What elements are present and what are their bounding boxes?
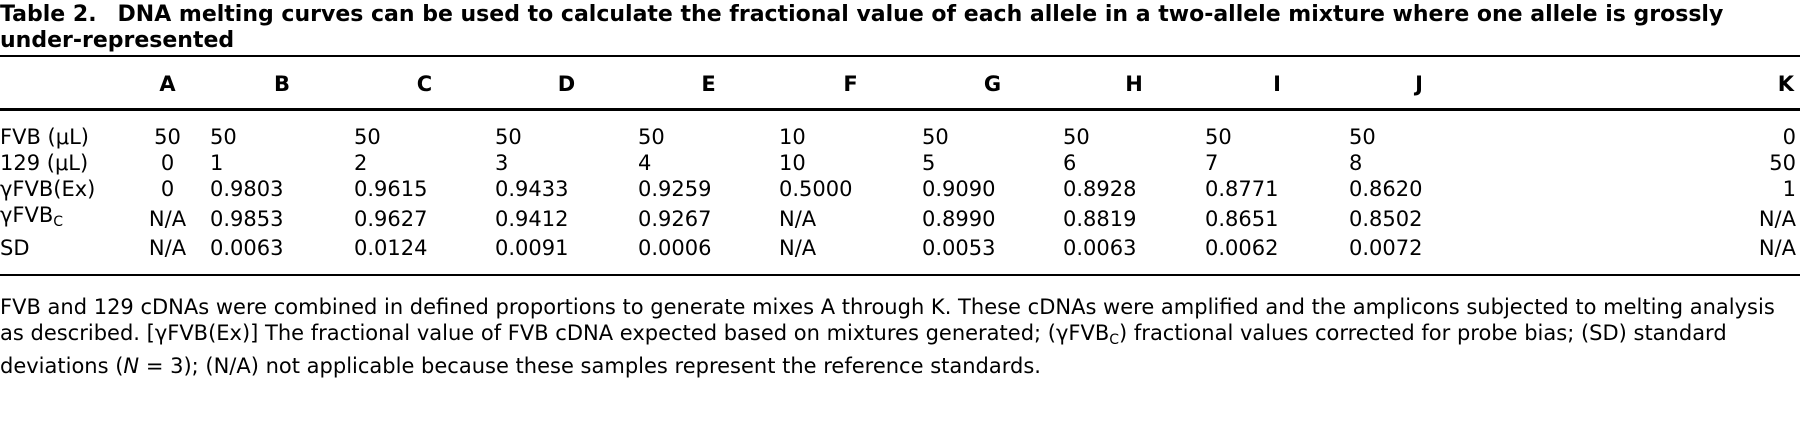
table-cell: 50 [354, 125, 381, 149]
table-cell: 4 [638, 151, 652, 175]
table-cell: 0 [1782, 125, 1796, 149]
table-cell: 0.0062 [1205, 236, 1279, 260]
table-row: FVB (μL) 50 50 50 50 50 10 50 50 50 50 0 [0, 107, 1796, 150]
table-cell: 50 [1769, 151, 1796, 175]
table-cell: 0 [160, 177, 175, 201]
table-cell: 0.8620 [1349, 177, 1423, 201]
row-label-text: FVB (μL) [0, 125, 89, 149]
table-cell: 0.0091 [495, 236, 569, 260]
row-label: FVB (μL) [0, 107, 125, 150]
row-label-text: γFVB(Ex) [0, 177, 96, 201]
table-cell: 0.0063 [1063, 236, 1137, 260]
column-header: C [416, 72, 433, 96]
row-label-text: 129 (μL) [0, 151, 89, 175]
column-header: A [159, 72, 176, 96]
table-cell: 0.0053 [922, 236, 996, 260]
table-cell: 50 [922, 125, 949, 149]
table-cell: 1 [210, 151, 224, 175]
footnote-text: FVB and 129 cDNAs were combined in defin… [0, 295, 1775, 345]
table-cell: 0.9803 [210, 177, 284, 201]
table-label: Table 2. [0, 2, 97, 27]
table-cell: 50 [210, 125, 237, 149]
row-label: γFVBC [0, 202, 125, 235]
column-header: F [843, 72, 858, 96]
table-body: FVB (μL) 50 50 50 50 50 10 50 50 50 50 0 129 (μL) 0 1 2… [0, 107, 1796, 261]
table-cell: 0.9267 [638, 206, 712, 231]
data-table: A B C D E F G H I J K FVB (μL) 50 50 50 50 50… [0, 61, 1796, 261]
table-row: γFVBC N/A 0.9853 0.9627 0.9412 0.9267 N/A 0.899… [0, 202, 1796, 235]
header-row: A B C D E F G H I J K [0, 61, 1796, 107]
table-cell: 0 [160, 151, 175, 175]
table-cell: 50 [495, 125, 522, 149]
table-cell: 8 [1349, 151, 1363, 175]
table-title: Table 2. DNA melting curves can be used … [0, 2, 1792, 54]
table-cell: 0.5000 [779, 177, 853, 201]
table-cell: N/A [1758, 206, 1796, 231]
header-rule [0, 108, 1800, 111]
footnote-italic: N [123, 354, 140, 378]
table-cell: 5 [922, 151, 936, 175]
table-cell: 50 [1063, 125, 1090, 149]
row-label-subscript: C [53, 214, 64, 230]
table-cell: 0.0063 [210, 236, 284, 260]
table-cell: 0.9853 [210, 206, 284, 231]
table-cell: 10 [779, 151, 806, 175]
stub-header [0, 61, 125, 107]
row-label: SD [0, 235, 125, 261]
top-rule [0, 55, 1800, 57]
table-cell: 50 [154, 125, 181, 149]
table-caption: DNA melting curves can be used to calcul… [0, 2, 1724, 53]
row-label: 129 (μL) [0, 150, 125, 176]
table-cell: N/A [148, 206, 187, 231]
table-cell: 0.9433 [495, 177, 569, 201]
table-cell: 0.8502 [1349, 206, 1423, 231]
column-header: I [1273, 72, 1281, 96]
column-header: D [557, 72, 576, 96]
table-cell: N/A [779, 206, 817, 231]
table-cell: 0.0006 [638, 236, 712, 260]
table-cell: N/A [779, 236, 817, 260]
table-cell: 0.0124 [354, 236, 428, 260]
table-cell: 50 [1205, 125, 1232, 149]
footnote-text: ) fractional values corrected for probe … [0, 321, 1727, 378]
table-cell: 0.9090 [922, 177, 996, 201]
column-header: H [1125, 72, 1143, 96]
row-label-text: γFVB [0, 203, 54, 227]
table-row: 129 (μL) 0 1 2 3 4 10 5 6 7 8 50 [0, 150, 1796, 176]
footnote-subscript: C [1109, 332, 1120, 348]
footnote-text: = 3); (N/A) not applicable because these… [139, 354, 1041, 378]
table-cell: 0.8990 [922, 206, 996, 231]
table-cell: 6 [1063, 151, 1077, 175]
table-cell: 50 [1349, 125, 1376, 149]
column-header: K [1777, 72, 1794, 96]
table-cell: 0.0072 [1349, 236, 1423, 260]
table-cell: 1 [1782, 177, 1796, 201]
table-cell: 0.8928 [1063, 177, 1137, 201]
table-cell: 0.8771 [1205, 177, 1279, 201]
row-label: γFVB(Ex) [0, 176, 125, 202]
table-cell: 7 [1205, 151, 1219, 175]
table-row: γFVB(Ex) 0 0.9803 0.9615 0.9433 0.9259 0.5000 0… [0, 176, 1796, 202]
table-row: SD N/A 0.0063 0.0124 0.0091 0.0006 N/A 0.0053 0.… [0, 235, 1796, 261]
table-cell: 0.8651 [1205, 206, 1279, 231]
table-cell: 3 [495, 151, 509, 175]
table-cell: 0.8819 [1063, 206, 1137, 231]
table-cell: 0.9627 [354, 206, 428, 231]
column-header: B [273, 72, 290, 96]
table-cell: 0.9412 [495, 206, 569, 231]
table-cell: N/A [148, 236, 187, 260]
row-label-text: SD [0, 236, 30, 260]
table-cell: 2 [354, 151, 368, 175]
column-header: E [701, 72, 716, 96]
table-cell: 10 [779, 125, 806, 149]
table-cell: 0.9615 [354, 177, 428, 201]
table-cell: 50 [638, 125, 665, 149]
column-header: G [983, 72, 1002, 96]
bottom-rule [0, 274, 1800, 276]
table-cell: N/A [1758, 236, 1796, 260]
table-footnote: FVB and 129 cDNAs were combined in defin… [0, 294, 1796, 379]
table-cell: 0.9259 [638, 177, 712, 201]
column-header: J [1415, 72, 1423, 96]
